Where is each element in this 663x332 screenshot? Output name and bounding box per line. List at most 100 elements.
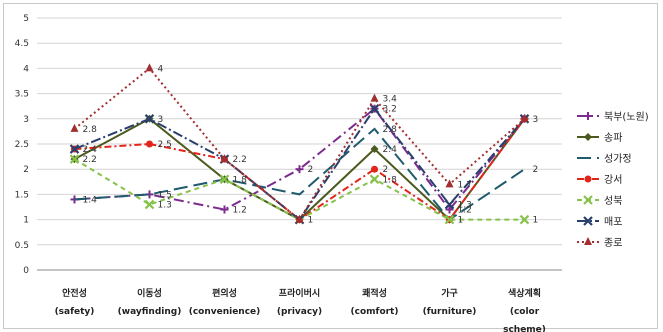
data-point [584, 133, 592, 141]
data-labels: 1.42.22.42.81.51.32.5341.21.82.2211.822.… [83, 64, 539, 225]
data-point [520, 113, 529, 122]
legend-item: 매포 [577, 216, 622, 228]
category-label: (wayfinding) [118, 307, 182, 317]
data-label: 1 [533, 216, 539, 226]
data-label: 1 [458, 216, 464, 226]
data-label: 3 [533, 115, 539, 125]
category-label: 안전성 [62, 287, 87, 299]
data-point [295, 214, 304, 223]
grid-lines [37, 17, 562, 246]
legend-label: 성북 [604, 195, 622, 207]
data-point [444, 199, 455, 210]
category-label: 이동성 [137, 287, 162, 299]
y-tick-label: 2 [23, 165, 29, 175]
y-tick-label: 0 [23, 266, 29, 276]
data-label: 1.5 [158, 190, 172, 200]
data-point [584, 175, 592, 183]
data-point [370, 145, 379, 154]
y-tick-label: 4.5 [15, 39, 29, 49]
legend-item: 강서 [577, 174, 622, 186]
data-point [445, 179, 454, 188]
data-label: 2.4 [383, 145, 398, 155]
data-label: 3.2 [383, 105, 397, 115]
category-label: 쾌적성 [362, 287, 387, 299]
legend-label: 송파 [604, 132, 622, 144]
legend-label: 강서 [604, 174, 622, 186]
x-axis-labels: 안전성 (safety) 이동성 (wayfinding) 편의성 (convenienc… [55, 287, 546, 332]
category-label: 가구 [441, 287, 458, 299]
data-label: 2.8 [383, 125, 398, 135]
data-point [144, 199, 155, 210]
category-label: 편의성 [212, 287, 237, 299]
data-label: 1 [308, 216, 314, 226]
data-point [369, 103, 380, 114]
data-label: 1.4 [83, 195, 98, 205]
y-tick-label: 1.5 [15, 190, 29, 200]
category-label: (color [510, 307, 540, 317]
y-tick-label: 4 [23, 64, 29, 74]
data-label: 2.2 [83, 155, 97, 165]
data-point [70, 123, 79, 132]
legend-item: 종로 [577, 237, 622, 249]
legend-label: 북부(노원) [604, 111, 649, 123]
data-label: 2.8 [83, 125, 98, 135]
data-point [584, 237, 592, 245]
data-point [584, 112, 592, 120]
data-label: 1.8 [233, 175, 248, 185]
data-label: 1.2 [233, 206, 247, 216]
series-lines [69, 63, 530, 225]
category-label: 프라이버시 [279, 287, 320, 299]
data-point [144, 114, 155, 124]
data-point [146, 140, 153, 148]
category-label: 색상계획 [508, 287, 541, 299]
data-point [369, 174, 380, 185]
y-tick-label: 3 [23, 115, 29, 125]
y-tick-label: 0.5 [15, 241, 29, 251]
data-point [583, 216, 593, 226]
y-tick-label: 1 [23, 216, 29, 226]
category-label: (comfort) [351, 307, 399, 317]
data-label: 2.2 [233, 155, 247, 165]
data-label: 1.7 [458, 180, 472, 190]
y-tick-label: 5 [23, 14, 29, 24]
data-label: 1.2 [458, 206, 472, 216]
data-point [69, 154, 80, 164]
data-point [145, 63, 154, 72]
data-label: 1.3 [458, 200, 472, 210]
category-label: (privacy) [277, 307, 322, 317]
data-label: 3.4 [383, 95, 398, 105]
data-label: 2 [383, 165, 389, 175]
series-5 [69, 154, 530, 225]
data-label: 2 [533, 165, 539, 175]
data-point [519, 214, 530, 225]
y-tick-label: 2.5 [15, 140, 29, 150]
category-label: (furniture) [423, 307, 477, 317]
data-point [295, 165, 304, 174]
legend-label: 성가정 [604, 153, 632, 165]
category-label: scheme) [503, 325, 546, 332]
series-7 [70, 63, 529, 223]
legend-item: 송파 [577, 132, 622, 144]
chart-frame [3, 3, 658, 329]
data-point [445, 205, 454, 214]
data-point [444, 214, 455, 225]
data-label: 1.3 [158, 200, 172, 210]
data-point [220, 205, 229, 214]
legend-label: 매포 [604, 216, 622, 228]
data-point [370, 93, 379, 102]
category-label: (convenience) [189, 307, 261, 317]
data-point [69, 144, 80, 154]
data-label: 2 [308, 165, 314, 175]
data-point [371, 165, 378, 173]
legend-label: 종로 [604, 237, 622, 249]
data-point [583, 195, 593, 205]
data-point [219, 174, 230, 185]
category-label: (safety) [55, 307, 95, 317]
data-point [220, 154, 229, 163]
legend-item: 북부(노원) [577, 111, 649, 123]
data-label: 4 [158, 64, 164, 74]
data-label: 1.8 [383, 175, 398, 185]
data-label: 3 [158, 115, 164, 125]
